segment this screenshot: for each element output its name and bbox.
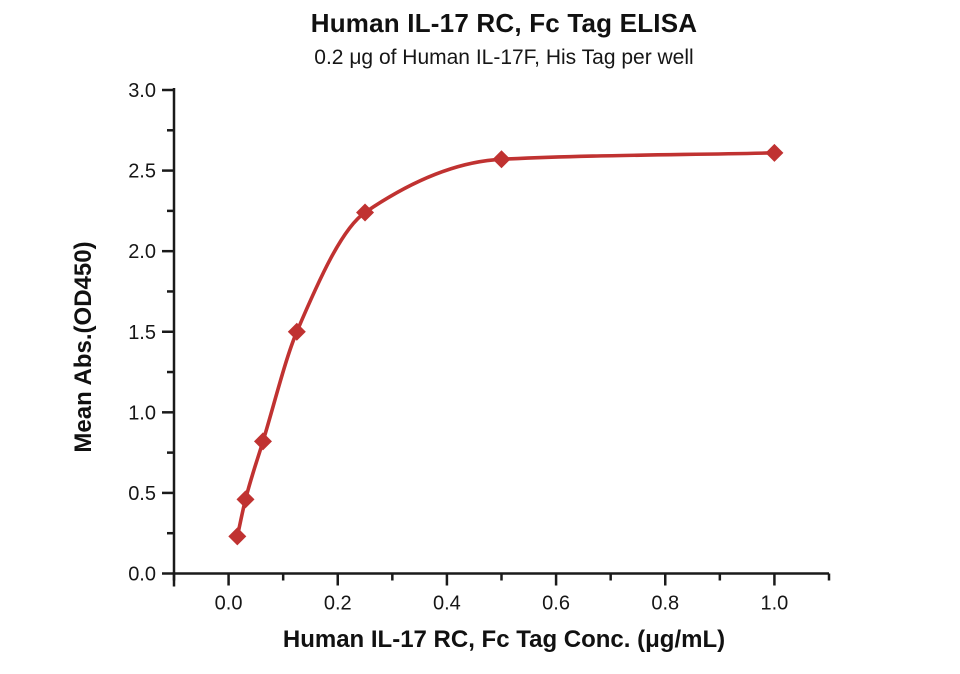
x-axis-tick-label: 1.0: [761, 593, 789, 615]
data-point-marker: [253, 432, 272, 451]
x-axis-title: Human IL-17 RC, Fc Tag Conc. (μg/mL): [282, 626, 726, 653]
x-axis-tick-label: 0.4: [433, 593, 461, 615]
y-axis-tick-label: 0.0: [128, 564, 156, 586]
data-point-marker: [228, 527, 247, 546]
data-point-marker: [287, 322, 306, 341]
chart-subtitle: 0.2 μg of Human IL-17F, His Tag per well: [314, 46, 694, 69]
chart-title: Human IL-17 RC, Fc Tag ELISA: [310, 8, 698, 38]
y-axis-tick-label: 1.5: [128, 322, 156, 344]
x-axis-tick-label: 0.2: [324, 593, 352, 615]
data-point-marker: [492, 150, 511, 169]
x-axis-tick-label: 0.8: [651, 593, 679, 615]
y-axis-tick-label: 0.5: [128, 483, 156, 505]
y-axis-tick-label: 2.0: [128, 241, 156, 263]
data-point-marker: [236, 490, 255, 509]
data-point-marker: [356, 203, 375, 222]
data-point-marker: [765, 143, 784, 162]
x-axis-tick-label: 0.0: [215, 593, 243, 615]
y-axis-tick-label: 3.0: [128, 80, 156, 102]
y-axis-tick-label: 1.0: [128, 402, 156, 424]
x-axis-tick-label: 0.6: [542, 593, 570, 615]
fit-curve: [235, 151, 777, 539]
y-axis-tick-label: 2.5: [128, 161, 156, 183]
